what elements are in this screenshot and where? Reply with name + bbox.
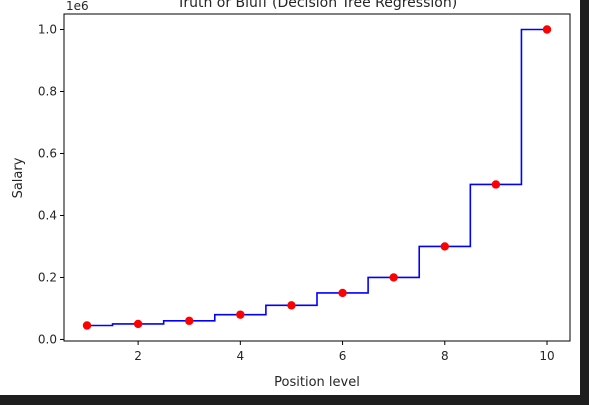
- data-point: [236, 310, 245, 319]
- x-tick-label: 2: [134, 349, 142, 363]
- plot-area: [64, 14, 570, 341]
- y-tick-label: 0.0: [38, 332, 57, 346]
- x-tick-label: 10: [539, 349, 554, 363]
- data-point: [338, 288, 347, 298]
- y-tick-label: 0.8: [38, 84, 57, 98]
- regression-step-line: [87, 28, 547, 327]
- y-tick-label: 0.2: [38, 270, 57, 284]
- data-point: [133, 319, 143, 329]
- x-tick-label: 4: [237, 349, 245, 363]
- data-point: [440, 242, 449, 251]
- x-axis-label: Position level: [274, 375, 360, 390]
- y-tick-label: 0.4: [38, 208, 57, 222]
- y-tick-label: 0.6: [38, 146, 57, 160]
- x-tick-label: 8: [441, 349, 449, 363]
- data-point: [82, 321, 92, 330]
- data-point: [491, 180, 501, 189]
- data-point: [287, 301, 296, 310]
- data-point: [185, 316, 194, 326]
- data-point: [389, 273, 398, 282]
- window-edge-bottom: [0, 395, 589, 405]
- x-tick-label: 6: [339, 349, 347, 363]
- chart-title: Truth or Bluff (Decision Tree Regression…: [176, 0, 457, 11]
- data-point: [542, 25, 552, 34]
- y-offset-label: 1e6: [66, 0, 89, 13]
- y-tick-label: 1.0: [38, 22, 57, 36]
- y-axis-label: Salary: [11, 157, 26, 198]
- window-edge-right: [580, 0, 589, 405]
- plot-frame: [63, 13, 571, 342]
